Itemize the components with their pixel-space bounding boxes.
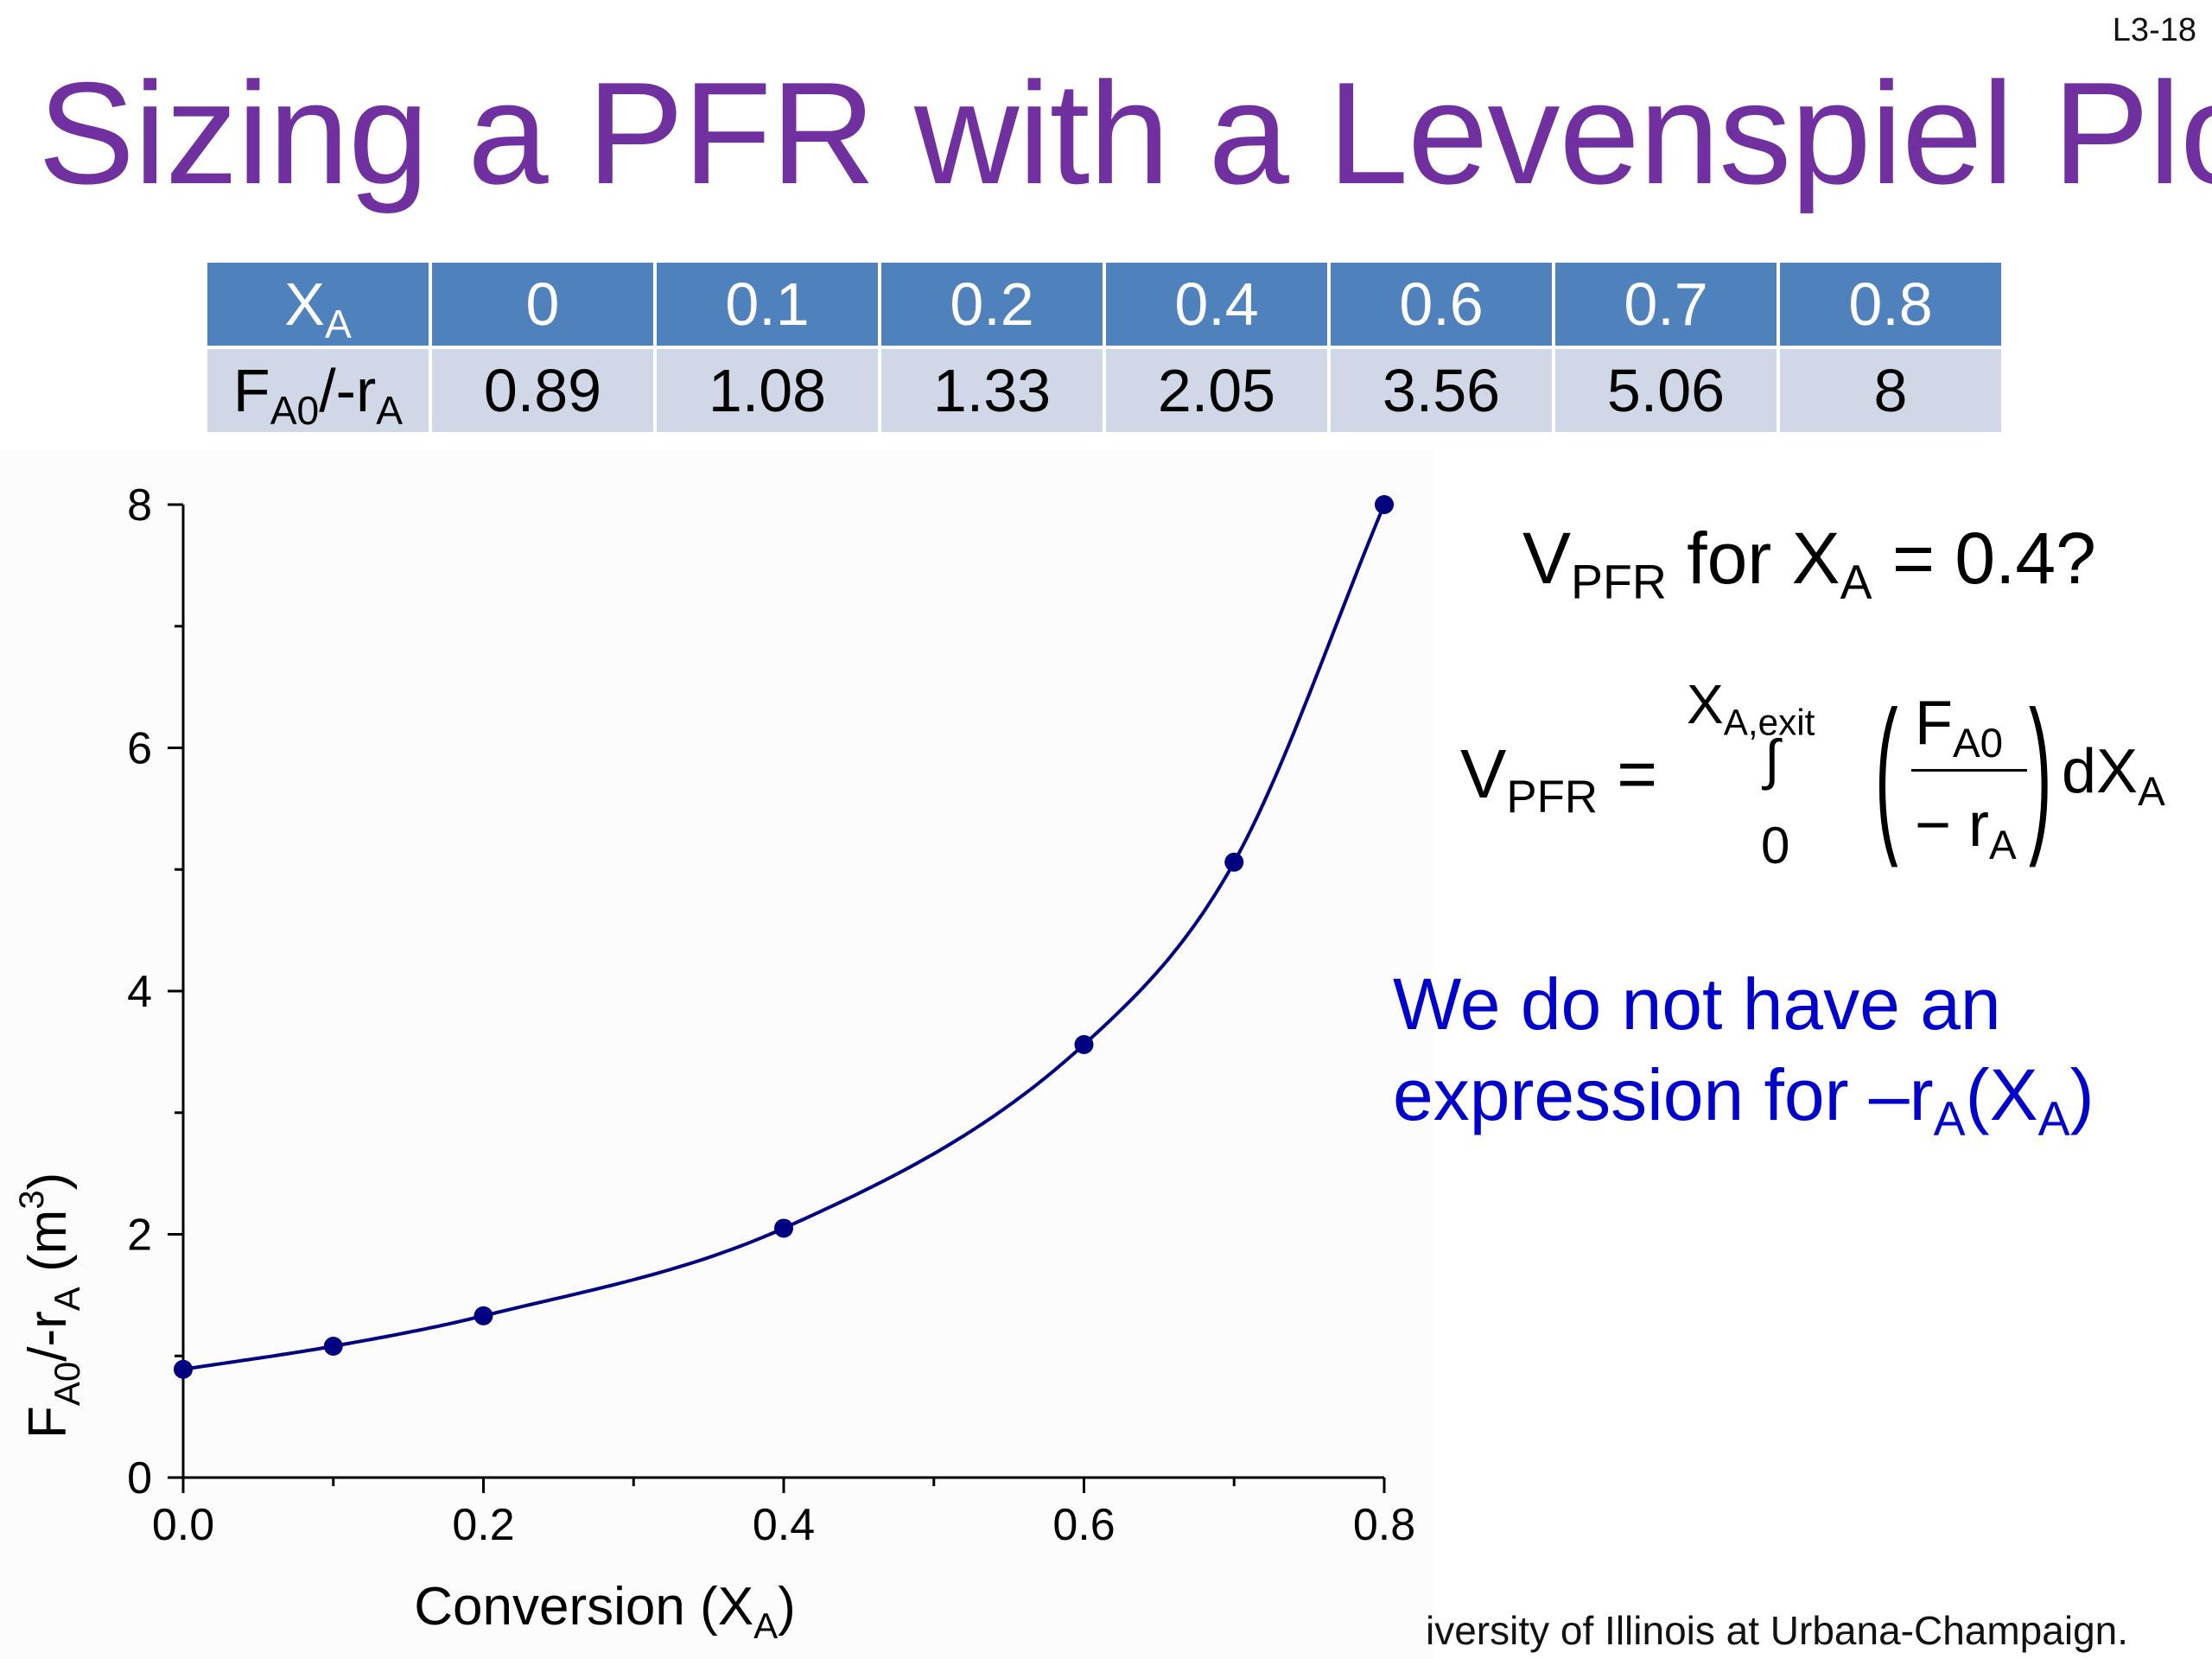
slide-title: Sizing a PFR with a Levenspiel Plot [38, 52, 2212, 214]
table-cell-x: 0.1 [657, 263, 878, 346]
y-tick-label: 0 [127, 1453, 152, 1503]
note-line-2: expression for –rA(XA) [1393, 1054, 2094, 1146]
table-cell-y: 1.33 [881, 349, 1103, 432]
x-tick-label: 0.2 [452, 1500, 514, 1550]
x-axis-label: Conversion (XA) [414, 1577, 796, 1646]
table-cell-y: 2.05 [1106, 349, 1327, 432]
data-point [323, 1336, 343, 1356]
table-cell-y: 0.89 [432, 349, 653, 432]
fraction-bar [1911, 769, 2027, 772]
table-cell-y: 1.08 [657, 349, 878, 432]
levenspiel-plot: 0.0 0.2 0.4 0.6 0.8 0 2 4 6 8 Conversion (XA) FA0… [0, 449, 1434, 1659]
differential: dXA [2062, 737, 2165, 816]
table-cell-x: 0.2 [881, 263, 1103, 346]
data-point [1375, 495, 1394, 514]
question-text: VPFR for XA = 0.4? [1522, 518, 2096, 609]
data-point [1224, 852, 1244, 872]
table-cell-x: 0.7 [1555, 263, 1777, 346]
y-tick-label: 4 [127, 967, 152, 1017]
y-tick-label: 2 [127, 1211, 152, 1261]
slide-number: L3-18 [2112, 12, 2196, 48]
table-cell-x: 0.4 [1106, 263, 1327, 346]
data-point [474, 1306, 493, 1325]
integral-upper-limit: XA,exit [1687, 673, 1815, 743]
chart-ticks: 0.0 0.2 0.4 0.6 0.8 0 2 4 6 8 [127, 480, 1415, 1550]
table-cell-y: 5.06 [1555, 349, 1777, 432]
data-point [1074, 1034, 1094, 1054]
note-line-1: We do not have an [1393, 963, 2001, 1045]
integral-sign: ∫ [1764, 728, 1780, 791]
left-paren: ( [1875, 676, 1898, 868]
data-table: XA 0 0.1 0.2 0.4 0.6 0.7 0.8 FA0/-rA 0.8… [204, 259, 2005, 435]
integral-lower-limit: 0 [1761, 817, 1790, 874]
x-tick-label: 0.6 [1052, 1500, 1115, 1550]
table-cell-x: 0.8 [1780, 263, 2001, 346]
table-header-y: FA0/-rA [207, 349, 429, 432]
table-cell-x: 0 [432, 263, 653, 346]
y-tick-label: 6 [127, 724, 152, 774]
y-tick-label: 8 [127, 480, 152, 531]
table-cell-y: 8 [1780, 349, 2001, 432]
note-text: We do not have an expression for –rA(XA) [1393, 959, 2094, 1146]
table-row-y: FA0/-rA 0.89 1.08 1.33 2.05 3.56 5.06 8 [207, 349, 2001, 432]
fraction-denominator: − rA [1915, 791, 2017, 869]
x-tick-label: 0.8 [1353, 1500, 1415, 1550]
fraction-numerator: FA0 [1915, 689, 2004, 767]
data-point [774, 1218, 793, 1238]
table-cell-y: 3.56 [1331, 349, 1552, 432]
equation-lhs: VPFR = [1460, 735, 1657, 823]
data-point [174, 1359, 193, 1379]
right-paren: ) [2029, 676, 2052, 868]
x-tick-label: 0.0 [152, 1500, 214, 1550]
pfr-design-equation: VPFR = XA,exit ∫ 0 ( FA0 − rA ) dXA [1460, 657, 2186, 881]
table-header-x: XA [207, 263, 429, 346]
x-tick-label: 0.4 [753, 1500, 815, 1550]
table-row-x: XA 0 0.1 0.2 0.4 0.6 0.7 0.8 [207, 263, 2001, 346]
footer-text: iversity of Illinois at Urbana-Champaign… [1426, 1608, 2129, 1653]
table-cell-x: 0.6 [1331, 263, 1552, 346]
data-points [174, 495, 1394, 1379]
y-axis-label: FA0/-rA (m3) [13, 1173, 87, 1439]
